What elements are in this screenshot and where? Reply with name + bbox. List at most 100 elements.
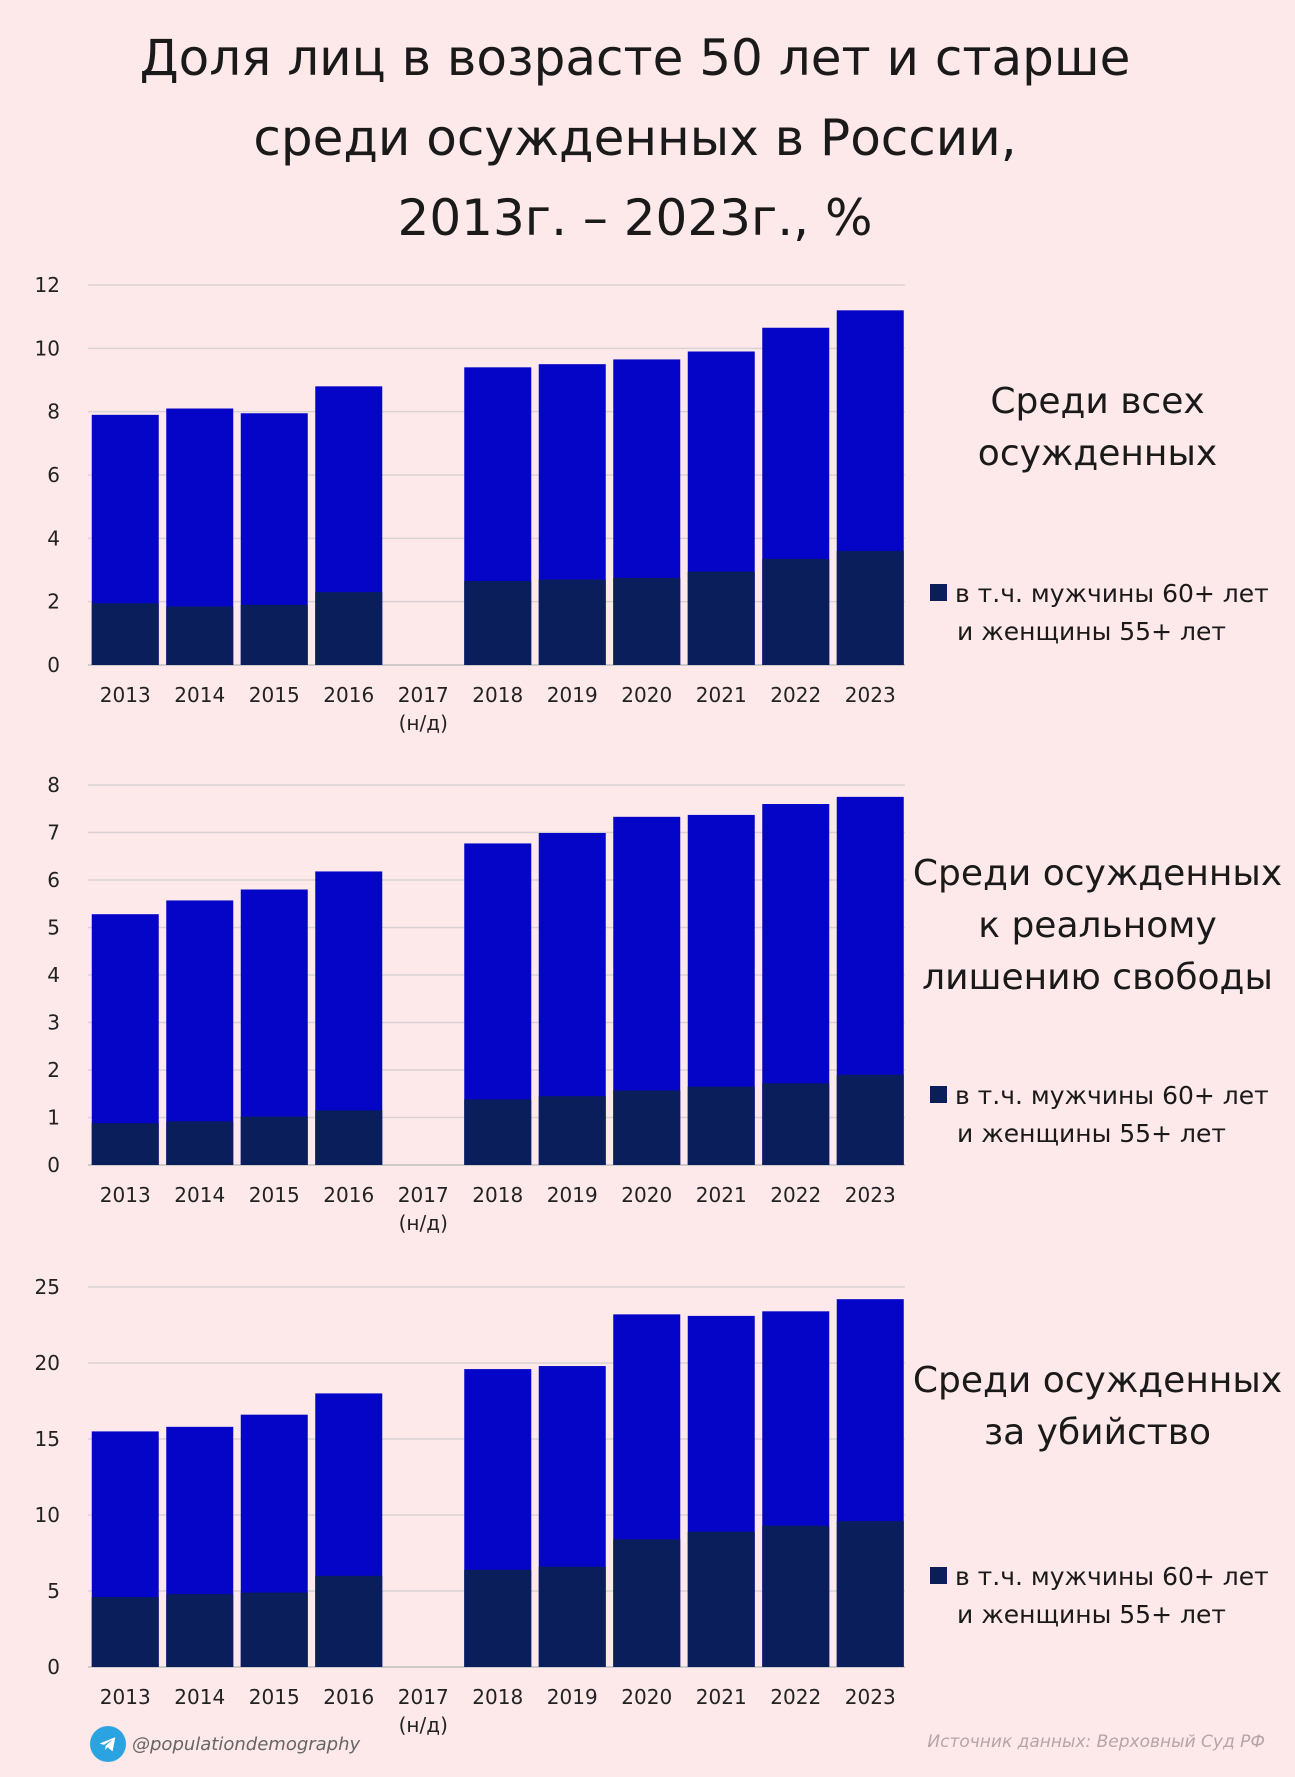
x-tick-label: 2019	[547, 1685, 598, 1709]
y-tick-label: 0	[47, 1153, 60, 1177]
x-tick-label: 2013	[100, 1685, 151, 1709]
x-tick-label-line: 2013	[100, 1685, 151, 1709]
y-tick-label: 8	[47, 773, 60, 797]
y-tick-label: 6	[47, 868, 60, 892]
bar-older-subgroup	[166, 1121, 234, 1165]
x-tick-label: 2021	[696, 683, 747, 707]
x-tick-label-line: 2017	[398, 1685, 449, 1709]
x-tick-label: 2022	[770, 683, 821, 707]
bar-older-subgroup	[315, 1575, 383, 1667]
x-tick-label: 2021	[696, 1183, 747, 1207]
y-tick-label: 20	[35, 1351, 60, 1375]
bar-older-subgroup	[166, 1594, 234, 1667]
x-tick-label: 2022	[770, 1183, 821, 1207]
x-tick-label-line: 2017	[398, 1183, 449, 1207]
x-tick-label: 2013	[100, 683, 151, 707]
chart-label-line: к реальному	[978, 905, 1217, 946]
x-tick-label-line: 2014	[174, 683, 225, 707]
x-tick-label: 2022	[770, 1685, 821, 1709]
x-tick-label: 2015	[249, 683, 300, 707]
bar-older-subgroup	[538, 579, 606, 665]
x-tick-label-line: 2018	[472, 683, 523, 707]
x-tick-label: 2015	[249, 1685, 300, 1709]
x-tick-label: 2021	[696, 1685, 747, 1709]
bar-total	[91, 914, 159, 1165]
y-tick-label: 12	[35, 273, 60, 297]
chart-imprisonment: 0 1 2 3 4 5 6 7 8 2013 2014 2015 2016 2017 (н/д) 2018 20…	[47, 773, 905, 1235]
x-tick-label: 2023	[845, 683, 896, 707]
bar-older-subgroup	[538, 1096, 606, 1165]
x-tick-label-line: 2021	[696, 1183, 747, 1207]
x-tick-label: 2020	[621, 1685, 672, 1709]
y-tick-label: 0	[47, 653, 60, 677]
legend-line-1: в т.ч. мужчины 60+ лет	[955, 579, 1269, 608]
x-tick-label-line: 2014	[174, 1183, 225, 1207]
legend-swatch	[930, 1567, 947, 1584]
bar-older-subgroup	[687, 1086, 755, 1165]
y-tick-label: 4	[47, 963, 60, 987]
y-tick-label: 25	[35, 1275, 60, 1299]
legend-all-convicted: в т.ч. мужчины 60+ лет и женщины 55+ лет	[930, 575, 1295, 651]
y-tick-label: 10	[35, 336, 60, 360]
y-tick-label: 2	[47, 590, 60, 614]
x-tick-label: 2016	[323, 1183, 374, 1207]
x-tick-label-line: 2019	[547, 683, 598, 707]
y-tick-label: 3	[47, 1011, 60, 1035]
chart-label-line: за убийство	[984, 1412, 1211, 1453]
x-tick-label-line: 2013	[100, 683, 151, 707]
legend-swatch	[930, 584, 947, 601]
x-tick-label: 2023	[845, 1183, 896, 1207]
x-tick-label-line: (н/д)	[399, 1713, 448, 1737]
x-tick-label: 2014	[174, 1183, 225, 1207]
y-tick-label: 15	[35, 1427, 60, 1451]
bar-older-subgroup	[240, 1592, 308, 1667]
x-tick-label: 2023	[845, 1685, 896, 1709]
y-tick-label: 5	[47, 1579, 60, 1603]
bar-older-subgroup	[762, 558, 830, 665]
bar-older-subgroup	[836, 1074, 904, 1165]
x-tick-label-line: 2015	[249, 1685, 300, 1709]
title-line-1: Доля лиц в возрасте 50 лет и старше	[139, 29, 1131, 87]
x-tick-label-line: 2016	[323, 1685, 374, 1709]
chart-label-murder: Среди осужденных за убийство	[900, 1355, 1295, 1459]
bar-total	[166, 900, 234, 1165]
chart-title: Доля лиц в возрасте 50 лет и старше сред…	[0, 18, 1270, 258]
legend-imprisonment: в т.ч. мужчины 60+ лет и женщины 55+ лет	[930, 1077, 1295, 1153]
telegram-handle[interactable]: @populationdemography	[90, 1724, 360, 1764]
y-tick-label: 7	[47, 821, 60, 845]
x-tick-label-line: 2023	[845, 1183, 896, 1207]
bar-older-subgroup	[240, 1116, 308, 1165]
x-tick-label-line: 2018	[472, 1183, 523, 1207]
y-tick-label: 5	[47, 916, 60, 940]
legend-murder: в т.ч. мужчины 60+ лет и женщины 55+ лет	[930, 1558, 1295, 1634]
bar-older-subgroup	[613, 577, 681, 665]
bar-older-subgroup	[538, 1566, 606, 1667]
x-tick-label-line: 2018	[472, 1685, 523, 1709]
bar-older-subgroup	[240, 604, 308, 665]
chart-label-line: Среди осужденных	[912, 1360, 1283, 1401]
y-tick-label: 4	[47, 526, 60, 550]
x-tick-label: 2014	[174, 1685, 225, 1709]
chart-label-all-convicted: Среди всех осужденных	[900, 376, 1295, 480]
x-tick-label-line: 2019	[547, 1183, 598, 1207]
x-tick-label-line: 2016	[323, 683, 374, 707]
bar-older-subgroup	[91, 1597, 159, 1667]
chart-label-line: осужденных	[977, 433, 1218, 474]
legend-line-2: и женщины 55+ лет	[957, 617, 1226, 646]
legend-line-1: в т.ч. мужчины 60+ лет	[955, 1081, 1269, 1110]
x-tick-label-line: 2020	[621, 1183, 672, 1207]
x-tick-label-line: 2021	[696, 683, 747, 707]
x-tick-label: 2016	[323, 1685, 374, 1709]
x-tick-label-line: 2023	[845, 1685, 896, 1709]
bar-older-subgroup	[613, 1090, 681, 1165]
bar-older-subgroup	[166, 606, 234, 665]
legend-line-2: и женщины 55+ лет	[957, 1600, 1226, 1629]
legend-line-1: в т.ч. мужчины 60+ лет	[955, 1562, 1269, 1591]
x-tick-label-line: 2021	[696, 1685, 747, 1709]
x-tick-label-line: 2019	[547, 1685, 598, 1709]
title-line-3: 2013г. – 2023г., %	[397, 189, 873, 247]
bar-older-subgroup	[464, 1099, 532, 1165]
x-tick-label: 2019	[547, 683, 598, 707]
x-tick-label: 2018	[472, 1183, 523, 1207]
x-tick-label: 2018	[472, 683, 523, 707]
